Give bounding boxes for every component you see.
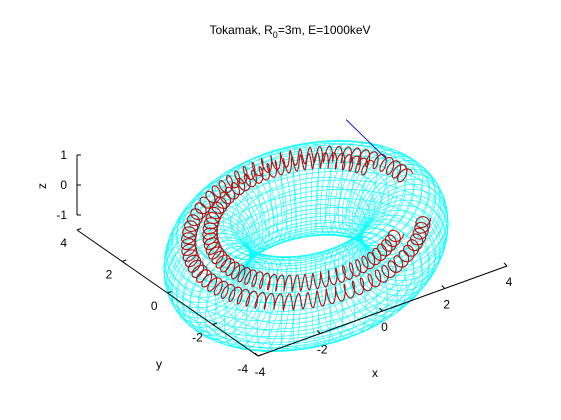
trajectory-line: [202, 152, 404, 293]
x-tick: [254, 352, 259, 357]
x-tick-label: -2: [317, 343, 328, 357]
x-tick: [441, 285, 446, 289]
mesh-parallel: [164, 170, 448, 337]
title-subscript: 0: [273, 30, 278, 40]
mesh-parallel: [175, 198, 437, 351]
y-tick-label: 2: [106, 268, 113, 282]
mesh-parallel: [222, 234, 390, 332]
y-tick-label: -2: [192, 331, 203, 345]
mesh-parallel: [249, 212, 363, 280]
z-tick-label: -1: [56, 208, 67, 222]
mesh-parallel: [189, 215, 423, 352]
mesh-parallel: [206, 147, 406, 265]
y-tick: [212, 322, 217, 325]
y-tick-label: 0: [151, 299, 158, 313]
mesh-parallel: [189, 140, 423, 277]
x-tick-label: 2: [443, 298, 450, 312]
mesh-parallel: [246, 226, 366, 297]
y-tick: [167, 291, 172, 294]
y-tick-label: -4: [237, 362, 248, 376]
mesh-parallel: [242, 186, 370, 262]
x-tick-label: -4: [255, 365, 266, 379]
y-tick: [122, 259, 127, 262]
mesh-parallel: [214, 232, 398, 339]
x-tick: [316, 330, 321, 334]
y-tick: [76, 228, 82, 231]
mesh-parallel: [242, 230, 370, 306]
mesh-parallel: [166, 179, 446, 344]
x-tick: [379, 307, 383, 312]
z-axis-label: z: [35, 183, 49, 189]
z-tick-label: 0: [60, 178, 67, 192]
mesh-parallel: [163, 162, 449, 330]
mesh-parallel: [175, 141, 437, 294]
particle-trajectory: [180, 119, 432, 312]
z-tick-label: 1: [60, 148, 67, 162]
mesh-parallel: [236, 176, 376, 259]
axes: -1 0 1 -4 -2 0 2 4 -4 -2 0 2 4: [56, 148, 512, 379]
mesh-parallel: [230, 168, 382, 257]
x-tick: [503, 262, 508, 267]
mesh-meridian: [310, 141, 319, 237]
y-tick-label: 4: [60, 236, 67, 250]
chart-title: Tokamak, R0=3m, E=1000keV: [209, 23, 370, 40]
x-axis-label: x: [372, 366, 378, 380]
y-axis-label: y: [156, 357, 162, 371]
x-tick-label: 4: [506, 275, 513, 289]
x-tick-label: 0: [381, 320, 388, 334]
mesh-parallel: [222, 160, 390, 258]
mesh-parallel: [166, 148, 446, 313]
mesh-parallel: [230, 235, 382, 324]
y-tick: [257, 354, 263, 357]
field-line: [345, 119, 387, 159]
mesh-parallel: [182, 207, 430, 352]
